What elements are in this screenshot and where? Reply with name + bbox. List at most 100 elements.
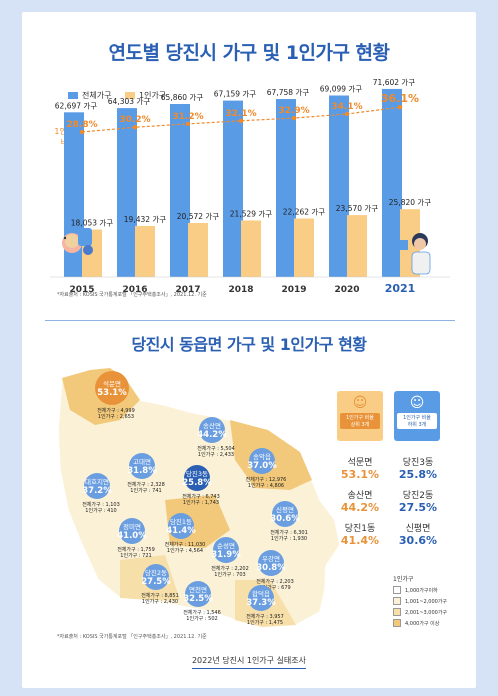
footer-title: 2022년 당진시 1인가구 실태조사	[191, 656, 307, 665]
legend-total: 전체가구	[68, 90, 111, 101]
top3-item-2: 송산면 44.2%	[330, 488, 390, 514]
region-name: 순성면	[217, 541, 235, 550]
bar-single-2016	[135, 225, 155, 277]
tick-2019: 2019	[281, 285, 306, 295]
bottom3-item-1: 당진3동 25.8%	[388, 455, 448, 481]
ratio-label-2020: 34.1%	[331, 102, 362, 112]
bottom3-item-3: 신평면 30.6%	[388, 521, 448, 547]
bar-total-2019	[276, 99, 296, 277]
region-marker	[199, 417, 225, 443]
ratio-point-2015	[79, 129, 85, 135]
bottom3-badge-line2: 하위 3개	[407, 422, 427, 428]
region-single: 1인가구 : 410	[85, 507, 116, 514]
top3-item-1-name: 석문면	[347, 458, 373, 468]
region-total: 전체가구 : 3,957	[246, 613, 284, 620]
tick-2021: 2021	[385, 282, 416, 295]
tick-2020: 2020	[334, 285, 359, 295]
region-name: 송산면	[203, 421, 221, 430]
tick-2018: 2018	[228, 285, 253, 295]
ratio-point-2020	[344, 111, 350, 117]
ratio-label-2016: 30.2%	[119, 115, 150, 125]
region-marker	[168, 513, 194, 539]
region-total: 전체가구 : 2,203	[256, 578, 294, 585]
region-name: 면천면	[189, 585, 207, 594]
label-single-2015: 18,053 가구	[71, 219, 114, 228]
map-legend-row-4: 4,000가구 이상	[393, 619, 447, 627]
label-single-2018: 21,529 가구	[230, 209, 273, 218]
region-single: 1인가구 : 1,475	[247, 619, 283, 626]
region-marker	[143, 564, 169, 590]
region-single: 1인가구 : 2,653	[98, 413, 134, 420]
top3-item-2-name: 송산면	[347, 491, 373, 501]
label-single-2021: 25,820 가구	[389, 198, 432, 207]
region-percent: 31.9%	[211, 550, 241, 560]
label-single-2016: 19,432 가구	[124, 215, 167, 224]
region-marker	[258, 550, 284, 576]
region-name: 대호지면	[85, 477, 109, 486]
ratio-label-2019: 32.9%	[278, 106, 309, 116]
region-single: 1인가구 : 1,930	[271, 535, 307, 542]
bottom3-item-3-name: 신평면	[405, 524, 431, 534]
ratio-label-2018: 32.1%	[225, 109, 256, 119]
bar-total-2017	[170, 104, 190, 277]
region-total: 전체가구 : 4,999	[97, 407, 135, 414]
region-total: 전체가구 : 6,301	[270, 529, 308, 536]
region-total: 전체가구 : 2,328	[127, 481, 165, 488]
region-percent: 32.5%	[183, 594, 213, 604]
bottom3-item-2-value: 27.5%	[398, 501, 438, 514]
region-name: 정미면	[123, 522, 141, 531]
ratio-label-2017: 31.2%	[172, 112, 203, 122]
region-name: 당진3동	[186, 469, 208, 478]
legend-single: 1인가구	[125, 90, 166, 101]
map-legend-row-2: 1,001~2,000가구	[393, 597, 447, 605]
region-total: 전체가구 : 12,976	[246, 476, 287, 483]
region-marker	[248, 585, 274, 611]
region-percent: 37.3%	[246, 598, 276, 608]
region-single: 1인가구 : 703	[214, 571, 245, 578]
region-name: 합덕읍	[252, 589, 270, 598]
region-total: 전체가구 : 11,030	[165, 541, 206, 548]
bottom3-item-2-name: 당진2동	[402, 491, 434, 501]
region-single: 1인가구 : 4,806	[248, 482, 284, 489]
region-single: 1인가구 : 2,430	[142, 598, 178, 605]
region-percent: 30.6%	[270, 514, 300, 524]
bar-single-2017	[188, 222, 208, 277]
source-note-2: *자료출처 : KOSIS 국가통계포털 「인구주택총조사」, 2021.12.…	[57, 634, 207, 640]
bottom3-badge: ☺ 1인가구 비율 하위 3개	[394, 391, 440, 441]
region-percent: 37.2%	[82, 486, 112, 496]
ratio-label-2021: 36.1%	[381, 92, 419, 105]
tick-2016: 2016	[122, 285, 147, 295]
ratio-point-2021	[397, 104, 403, 110]
region-name: 석문면	[103, 379, 121, 388]
region-total: 전체가구 : 1,103	[82, 501, 120, 508]
label-total-2017: 65,860 가구	[161, 93, 204, 102]
bottom3-person-icon: ☺	[409, 395, 425, 411]
ratio-label-2015: 28.8%	[66, 120, 97, 130]
region-marker	[119, 518, 145, 544]
bottom3-item-2: 당진2동 27.5%	[388, 488, 448, 514]
ratio-point-2017	[185, 121, 191, 127]
bottom3-badge-line1: 1인가구 비율	[403, 415, 431, 421]
top3-person-icon: ☺	[352, 395, 368, 411]
top3-item-1: 석문면 53.1%	[330, 455, 390, 481]
footer-underline	[192, 668, 306, 669]
region-percent: 30.8%	[256, 563, 286, 573]
region-name: 당진2동	[145, 568, 167, 577]
bar-total-2021	[382, 88, 402, 277]
label-single-2020: 23,570 가구	[336, 204, 379, 213]
map-legend-row-3: 2,001~3,000가구	[393, 608, 447, 616]
character-right-illustration	[400, 233, 431, 275]
top3-item-3: 당진1동 41.4%	[330, 521, 390, 547]
map-legend-label-2: 1,001~2,000가구	[405, 598, 448, 605]
map-legend-row-1: 1,000가구이하	[393, 586, 447, 594]
bottom3-item-1-value: 25.8%	[398, 468, 438, 481]
map-legend-title: 1인가구	[393, 576, 414, 583]
legend-total-label: 전체가구	[82, 91, 112, 100]
